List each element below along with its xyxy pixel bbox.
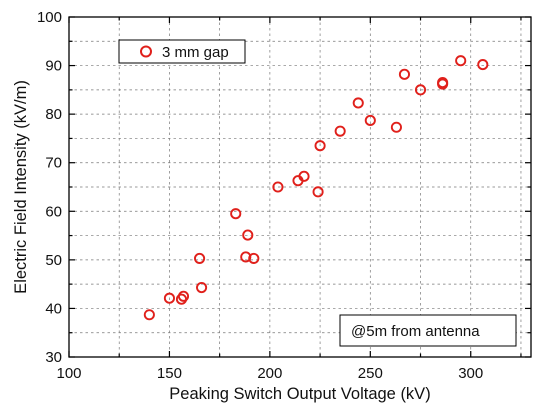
axis-ticks <box>68 16 531 358</box>
data-point <box>364 114 376 127</box>
annotation-box <box>339 314 517 347</box>
data-point <box>143 309 155 321</box>
annotation-text: @5m from antenna <box>351 323 480 340</box>
data-point <box>314 140 326 152</box>
legend-box <box>118 39 246 64</box>
x-tick-label: 200 <box>257 365 282 382</box>
x-tick-label: 300 <box>458 365 483 382</box>
data-points <box>143 55 489 321</box>
grid-lines <box>69 17 531 357</box>
data-point <box>163 292 175 304</box>
data-point <box>414 84 427 96</box>
data-point <box>242 229 254 241</box>
y-tick-label: 50 <box>45 252 62 269</box>
y-tick-label: 100 <box>37 9 62 26</box>
y-tick-label: 80 <box>45 106 62 123</box>
data-point <box>248 252 260 264</box>
y-tick-label: 90 <box>45 58 62 75</box>
y-axis-title: Electric Field Intensity (kV/m) <box>12 80 30 294</box>
data-point <box>240 251 252 263</box>
y-tick-label: 30 <box>45 349 62 366</box>
x-tick-label: 150 <box>157 365 182 382</box>
tick-labels: 100 150 200 250 300 30 40 50 60 70 80 90 100 <box>37 9 483 382</box>
annotation: @5m from antenna <box>339 314 517 347</box>
data-point <box>272 181 284 193</box>
data-point <box>194 252 206 264</box>
x-axis-title: Peaking Switch Output Voltage (kV) <box>169 385 430 403</box>
data-point <box>312 186 324 198</box>
data-point <box>398 68 411 80</box>
legend-marker <box>140 45 152 58</box>
data-point <box>437 77 449 89</box>
data-point <box>390 121 402 133</box>
data-point <box>477 59 489 71</box>
data-point <box>352 97 364 109</box>
data-point <box>334 125 346 137</box>
data-point <box>298 170 310 182</box>
legend: 3 mm gap <box>118 39 246 64</box>
data-point <box>177 290 190 302</box>
legend-label: 3 mm gap <box>162 44 229 61</box>
y-tick-label: 60 <box>45 203 62 220</box>
data-point <box>230 208 242 220</box>
data-point <box>455 55 467 67</box>
y-tick-label: 40 <box>45 300 62 317</box>
data-point <box>196 281 208 294</box>
y-tick-label: 70 <box>45 155 62 172</box>
x-tick-label: 250 <box>358 365 383 382</box>
x-tick-label: 100 <box>56 365 81 382</box>
